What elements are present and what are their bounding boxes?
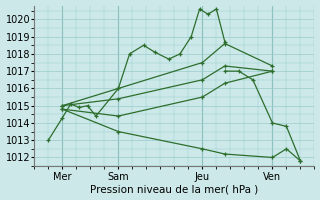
X-axis label: Pression niveau de la mer( hPa ): Pression niveau de la mer( hPa ) — [90, 184, 259, 194]
